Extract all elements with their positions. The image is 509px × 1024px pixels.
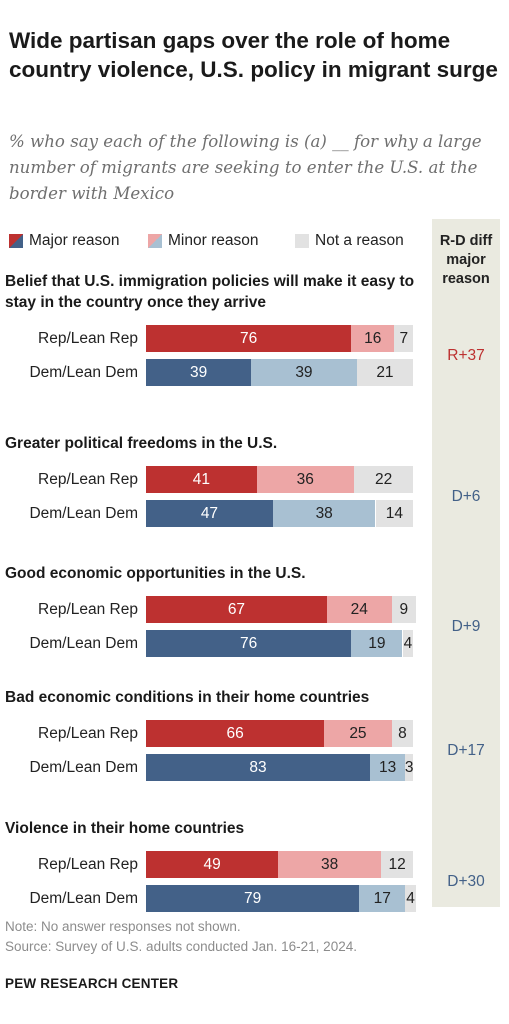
bar-segment-major: 79 [146,885,360,912]
bar-segment-major: 39 [146,359,252,386]
bar-segment-none: 12 [380,851,414,878]
bar-segment-none: 8 [391,720,414,747]
group-title: Bad economic conditions in their home co… [5,689,370,706]
bar-segment-none: 4 [405,885,416,912]
bar-row-dem: 79 17 4 [146,885,416,912]
diff-value: D+30 [447,873,485,890]
bar-segment-none: 4 [402,630,414,657]
row-label-rep: Rep/Lean Rep [38,856,138,873]
diff-column-header: R-D diff major reason [439,233,493,287]
bar-segment-minor: 19 [351,630,403,657]
row-label-dem: Dem/Lean Dem [29,759,138,776]
row-label-dem: Dem/Lean Dem [29,635,138,652]
legend-label-minor: Minor reason [168,232,259,249]
bar-segment-minor: 17 [359,885,406,912]
bar-segment-major: 76 [146,630,352,657]
legend-item-major: Major reason [9,231,119,251]
group-title: Good economic opportunities in the U.S. [5,565,306,582]
bar-row-rep: 76 16 7 [146,325,416,352]
row-label-rep: Rep/Lean Rep [38,330,138,347]
bar-row-dem: 47 38 14 [146,500,416,527]
bar-row-rep: 67 24 9 [146,596,416,623]
diff-column-background [432,219,500,907]
bar-segment-major: 41 [146,466,257,493]
bar-segment-major: 49 [146,851,279,878]
bar-segment-none: 14 [375,500,414,527]
bar-segment-major: 67 [146,596,327,623]
diff-value: D+9 [451,618,481,635]
bar-segment-minor: 39 [251,359,357,386]
group-title: Violence in their home countries [5,820,245,837]
bar-row-dem: 83 13 3 [146,754,416,781]
row-label-dem: Dem/Lean Dem [29,364,138,381]
legend-label-none: Not a reason [315,232,404,249]
diff-value: R+37 [447,347,485,364]
bar-segment-minor: 25 [324,720,392,747]
bar-row-rep: 41 36 22 [146,466,416,493]
bar-segment-minor: 36 [256,466,354,493]
row-label-dem: Dem/Lean Dem [29,505,138,522]
group-title: Belief that U.S. immigration policies wi… [5,273,415,311]
bar-segment-major: 83 [146,754,371,781]
pew-logo-text: PEW RESEARCH CENTER [5,976,179,991]
bar-segment-minor: 24 [326,596,392,623]
legend-swatch-minor [148,234,162,248]
bar-row-dem: 39 39 21 [146,359,416,386]
legend-item-none: Not a reason [295,231,404,251]
bar-segment-major: 66 [146,720,325,747]
row-label-rep: Rep/Lean Rep [38,471,138,488]
chart-subtitle: % who say each of the following is (a) _… [9,132,482,203]
row-label-rep: Rep/Lean Rep [38,725,138,742]
diff-value: D+6 [451,488,481,505]
bar-segment-minor: 13 [370,754,406,781]
legend-swatch-none [295,234,309,248]
bar-segment-none: 9 [391,596,416,623]
legend-item-minor: Minor reason [148,231,258,251]
note: Note: No answer responses not shown. [5,919,241,934]
bar-segment-minor: 16 [351,325,395,352]
bar-segment-minor: 38 [272,500,376,527]
chart-title: Wide partisan gaps over the role of home… [9,28,498,82]
bar-segment-none: 7 [394,325,414,352]
bar-row-rep: 66 25 8 [146,720,416,747]
bar-segment-none: 21 [356,359,414,386]
bar-row-dem: 76 19 4 [146,630,416,657]
bar-segment-none: 3 [405,754,414,781]
legend-swatch-major [9,234,23,248]
group-title: Greater political freedoms in the U.S. [5,435,278,452]
bar-row-rep: 49 38 12 [146,851,416,878]
row-label-rep: Rep/Lean Rep [38,601,138,618]
bar-segment-major: 47 [146,500,273,527]
bar-segment-major: 76 [146,325,352,352]
row-label-dem: Dem/Lean Dem [29,890,138,907]
diff-value: D+17 [447,742,485,759]
bar-segment-none: 22 [353,466,414,493]
legend-label-major: Major reason [29,232,120,249]
source: Source: Survey of U.S. adults conducted … [5,939,357,954]
bar-segment-minor: 38 [278,851,381,878]
